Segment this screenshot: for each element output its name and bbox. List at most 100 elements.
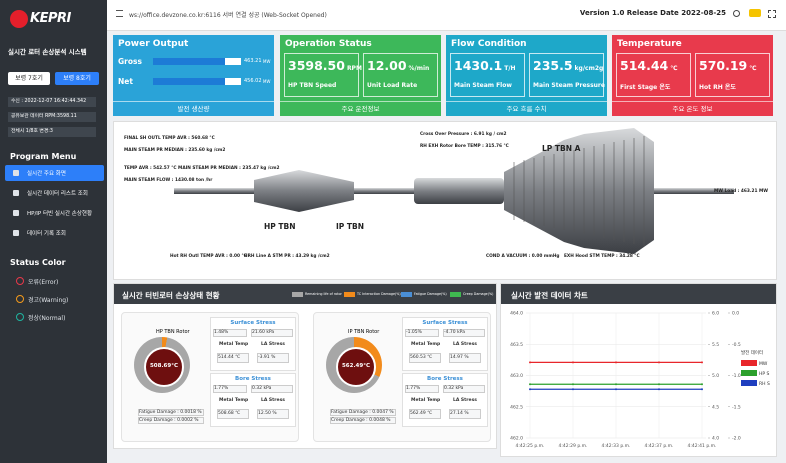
y-tick-label: -1.0 (732, 373, 741, 379)
y-tick-label: 6.0 (712, 311, 719, 317)
row-unit: MW (263, 58, 271, 64)
rotor-temp: 562.49°C (341, 363, 370, 369)
y-tick-label: 462.5 (510, 404, 523, 410)
status-title: Status Color (10, 258, 66, 267)
menu-title: Program Menu (10, 152, 77, 161)
value-line: 235.5 kg/cm2g (533, 58, 603, 73)
la-label: LA Stress (453, 398, 477, 403)
stress-title: Surface Stress (422, 320, 468, 326)
annotation: Cross Over Pressure : 6.91 kg / cm2 (420, 132, 507, 137)
menu-item[interactable]: 실시간 데이터 리스트 조회 (5, 185, 104, 201)
y-tick-label: 5.0 (712, 373, 719, 379)
stress-pct: 1.77% (405, 385, 439, 393)
menu-label: 실시간 데이터 리스트 조회 (27, 191, 88, 197)
menu-item[interactable]: 실시간 주요 화면 (5, 165, 104, 181)
annotation: MAIN STEAM PR MEDIAN : 235.60 kg /cm2 (124, 148, 226, 153)
card-footer: 발전 생산량 (113, 101, 274, 117)
sidebar: KEPRI 실시간 로터 손상분석 시스템 보령 7호기 보령 8호기 수신 : 202… (0, 0, 107, 463)
menu-icon (13, 210, 19, 216)
point (529, 383, 531, 386)
annotation: EXH Hood STM TEMP : 34.28 °C (564, 254, 640, 259)
section-label: LP TBN A (542, 144, 581, 153)
fullscreen-icon[interactable] (768, 10, 776, 18)
point (572, 361, 574, 364)
x-tick-label: 4:42:41 p.m. (688, 443, 717, 449)
card-footer: 주요 운전정보 (280, 101, 441, 117)
progress-bar (153, 78, 241, 85)
panel-header: 실시간 터빈로터 손상상태 현황 Remaining life of rotor T… (114, 284, 496, 304)
menu-icon (116, 10, 123, 17)
legend-swatch (401, 292, 412, 297)
y-tick-label: 464.0 (510, 311, 523, 317)
annotation: COND A VACUUM : 0.00 mmHg (486, 254, 560, 259)
status-label: 정상(Normal) (28, 315, 66, 322)
value-label: Main Steam Pressure (533, 82, 605, 89)
turbine-drawing (174, 128, 734, 254)
coupling (414, 178, 504, 204)
y-tick-label: 0.0 (732, 311, 739, 317)
legend-label: Remaining life of rotor (305, 292, 342, 296)
y-tick-label: -1.5 (732, 404, 741, 410)
y-tick-label: 463.5 (510, 342, 523, 348)
unit: ℃ (670, 65, 678, 72)
annotation: TEMP AVR : 542.57 °C MAIN STEAM PR MEDIA… (124, 166, 280, 171)
stress-panel: Bore Stress 1.77% 0.32 kPa Metal Temp LA Str… (210, 373, 296, 427)
stress-pct: 1.48% (213, 329, 247, 337)
x-tick-label: 4:42:25 p.m. (516, 443, 545, 449)
x-tick-label: 4:42:37 p.m. (645, 443, 674, 449)
point (615, 361, 617, 364)
y-tick-label: 4.0 (712, 436, 719, 442)
turbine-panel: FINAL SH OUTL TEMP AVR : 560.68 °C MAIN S… (113, 121, 777, 280)
y-tick-label: 5.5 (712, 342, 719, 348)
alert-icon[interactable] (749, 9, 761, 17)
y-tick-label: 463.0 (510, 373, 523, 379)
annotation: Hot RH Outl TEMP AVR : 0.00 °C (170, 254, 247, 259)
menu-label: 실시간 주요 화면 (27, 171, 66, 177)
legend-label: MW (759, 361, 768, 367)
creep-bar: Creep Damage : 0.0002 % (138, 417, 204, 424)
point (572, 383, 574, 386)
legend-swatch (292, 292, 303, 297)
status-dot (16, 277, 24, 285)
value-label: HP TBN Speed (288, 82, 337, 89)
metal-label: Metal Temp (411, 398, 441, 403)
menu-item[interactable]: HP/IP 터빈 실시간 손상현황 (5, 205, 104, 221)
damage-panel: 실시간 터빈로터 손상상태 현황 Remaining life of rotor T… (113, 283, 497, 449)
creep-bar: Creep Damage : 0.0048 % (330, 417, 396, 424)
ip-rotor (299, 170, 354, 212)
value-box: 12.00 %/min Unit Load Rate (363, 53, 438, 97)
card-title: Flow Condition (451, 39, 527, 49)
stress-panel: Surface Stress 1.48% 21.60 kPa Metal Temp LA… (210, 317, 296, 371)
menu-icon (13, 170, 19, 176)
row-unit: MW (263, 78, 271, 84)
rotor-name: HP TBN Rotor (156, 329, 190, 335)
value: 3598.50 (288, 58, 345, 73)
card-title: Power Output (118, 39, 189, 49)
status-card: Temperature 주요 온도 정보 514.44 ℃ First Stage 온도… (612, 35, 773, 116)
menu-label: HP/IP 터빈 실시간 손상현황 (27, 211, 93, 217)
value: 235.5 (533, 58, 573, 73)
gauge-core (144, 347, 184, 387)
legend-swatch (450, 292, 461, 297)
value-box: 1430.1 T/H Main Steam Flow (450, 53, 525, 97)
status-label: 경고(Warning) (28, 297, 69, 304)
y-tick-label: -2.0 (732, 436, 741, 442)
annotation: MAIN STEAM FLOW : 1430.08 ton /hr (124, 178, 213, 183)
value-label: Unit Load Rate (367, 82, 418, 89)
value-line: 1430.1 T/H (454, 58, 516, 73)
line-chart: 464.0 463.5 463.0 462.5 462.0 6.0 5.5 5.0 4.5 4.0… (510, 311, 770, 450)
unit-button[interactable]: 보령 8호기 (55, 72, 99, 85)
point (529, 361, 531, 364)
search-icon[interactable] (733, 10, 740, 17)
lp-rotor (504, 128, 654, 254)
card-title: Temperature (617, 39, 682, 49)
value-line: 514.44 ℃ (620, 58, 678, 73)
point (615, 388, 617, 391)
legend-label: Fatigue Damage(%) (414, 292, 447, 296)
unit-button[interactable]: 보령 7호기 (8, 72, 50, 85)
menu-item[interactable]: 데이터 기록 조회 (5, 225, 104, 241)
fatigue-bar: Fatigue Damage : 0.0018 % (138, 409, 204, 416)
la-value: -3.91 % (257, 353, 289, 363)
status-card: Power Output 발전 생산량 Gross 463.21 MW Net 456.02… (113, 35, 274, 116)
